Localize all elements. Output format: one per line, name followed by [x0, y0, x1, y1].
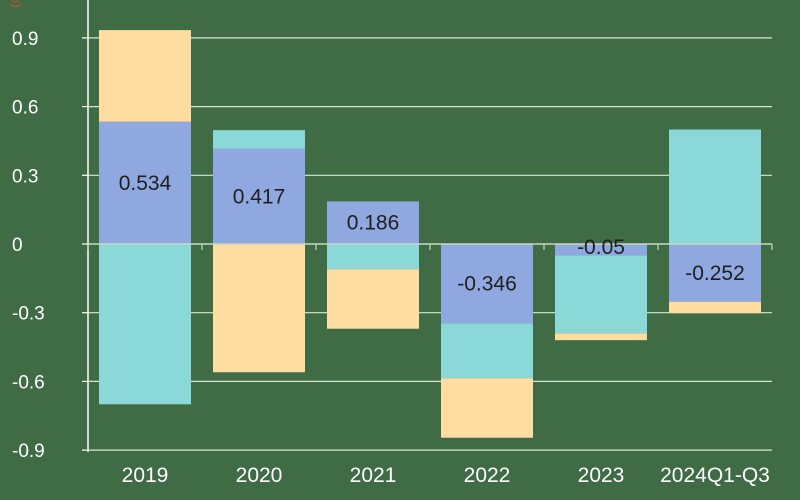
bar-segment-cyan: [441, 323, 533, 379]
x-tick-label: 2021: [350, 464, 397, 487]
bar-segment-peach: [555, 333, 647, 341]
x-tick-label: 2022: [464, 464, 511, 487]
data-label: -0.252: [685, 262, 745, 285]
bar-segment-cyan: [99, 244, 191, 405]
data-label: -0.346: [457, 273, 517, 296]
y-tick-label: -0.3: [12, 304, 45, 325]
bars: [99, 30, 761, 438]
bar-segment-blue: [99, 121, 191, 244]
y-tick-label: 0.6: [12, 98, 38, 119]
y-tick-label: 0.9: [12, 29, 38, 50]
bar-segment-cyan: [555, 255, 647, 334]
axes: 0.9 0.6 0.3 0 -0.3 -0.6 -0.9 2019 2020 2021 2022 20…: [12, 0, 773, 487]
bar-segment-peach: [441, 378, 533, 438]
bar-segment-peach: [213, 244, 305, 373]
y-axis-unit-label: (%): [9, 0, 25, 8]
y-tick-label: 0.3: [12, 166, 38, 187]
x-tick-label: 2023: [578, 464, 625, 487]
data-labels: 0.534 0.417 0.186 -0.346 -0.05 -0.252: [119, 172, 745, 296]
data-label: 0.186: [347, 212, 400, 235]
bar-segment-blue: [441, 244, 533, 324]
bar-segment-cyan: [213, 130, 305, 149]
bar-segment-blue: [555, 244, 647, 256]
bar-segment-cyan: [327, 244, 419, 270]
data-label: 0.417: [233, 185, 286, 208]
bar-segment-blue: [327, 201, 419, 244]
bar-segment-peach: [669, 301, 761, 314]
bar-segment-blue: [669, 244, 761, 302]
x-tick-label: 2024Q1-Q3: [660, 464, 770, 487]
bar-segment-peach: [327, 269, 419, 329]
bar-segment-cyan: [669, 129, 761, 244]
y-tick-label: -0.9: [12, 441, 45, 462]
bar-segment-peach: [99, 30, 191, 122]
bar-segment-blue: [213, 148, 305, 244]
gridlines: [88, 37, 772, 451]
data-label: 0.534: [119, 172, 172, 195]
y-tick-label: -0.6: [12, 372, 45, 393]
x-tick-label: 2019: [122, 464, 169, 487]
data-label: -0.05: [577, 236, 625, 259]
y-tick-label: 0: [12, 235, 23, 256]
x-tick-label: 2020: [236, 464, 283, 487]
